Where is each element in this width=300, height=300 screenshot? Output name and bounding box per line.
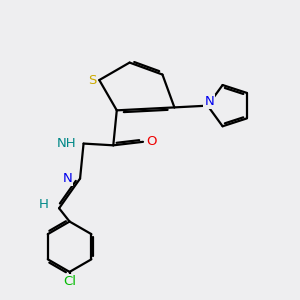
Text: O: O	[146, 135, 157, 148]
Text: N: N	[205, 95, 214, 108]
Text: H: H	[39, 198, 49, 211]
Text: N: N	[63, 172, 72, 185]
Text: Cl: Cl	[63, 275, 76, 288]
Text: S: S	[88, 74, 97, 87]
Text: NH: NH	[57, 137, 76, 150]
